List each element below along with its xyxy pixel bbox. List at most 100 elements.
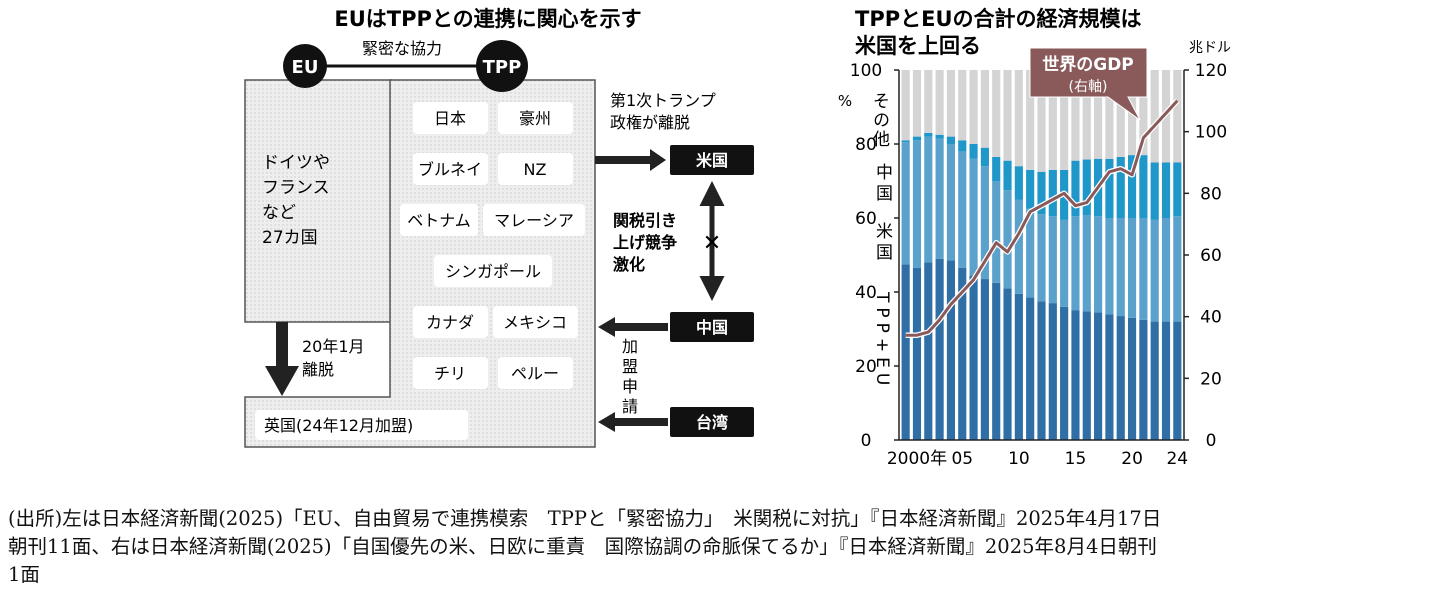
- member-label: NZ: [524, 160, 547, 179]
- bar-segment-series-1: [1150, 219, 1159, 322]
- bar-segment-series-1: [958, 151, 967, 268]
- bar-segment-series-2: [1003, 160, 1012, 191]
- side-label-tpp-eu: TPP+EU: [872, 291, 892, 390]
- bar-segment-series-0: [1003, 288, 1012, 440]
- member-label: ペルー: [511, 364, 559, 383]
- eu-member-line: など: [262, 203, 296, 223]
- bar-segment-series-0: [1014, 293, 1023, 440]
- bar-segment-series-2: [901, 140, 910, 143]
- member-pill: [498, 102, 573, 134]
- bar-segment-series-3: [935, 70, 944, 135]
- gdp-callout: 世界のGDP (右軸): [1029, 47, 1148, 121]
- bar-segment-series-0: [1139, 319, 1148, 440]
- member-label: シンガポール: [445, 262, 541, 281]
- bar-segment-series-0: [992, 282, 1001, 440]
- callout-note: (右軸): [1069, 79, 1108, 95]
- usa-label: 米国: [696, 151, 728, 170]
- bar-segment-series-3: [1026, 70, 1035, 170]
- bar-segment-series-0: [980, 279, 989, 440]
- bar-segment-series-0: [1173, 321, 1182, 440]
- member-label: 日本: [434, 109, 466, 128]
- bar-segment-series-0: [935, 258, 944, 440]
- x-tick-label: 20: [1121, 449, 1143, 469]
- x-tick-label: 24: [1166, 449, 1188, 469]
- bar-segment-series-1: [1082, 215, 1091, 312]
- member-pill: [413, 153, 488, 185]
- member-pill: [498, 357, 573, 389]
- apply-label: 加: [622, 337, 638, 356]
- bar-segment-series-0: [1048, 303, 1057, 440]
- taiwan-badge: [670, 407, 754, 437]
- bar-segment-series-2: [1105, 158, 1114, 218]
- exit-arrow: [595, 149, 666, 171]
- bar-segment-series-0: [1094, 312, 1103, 440]
- bar-segment-series-2: [992, 156, 1001, 181]
- uk-exit-label: 20年1月: [302, 337, 365, 356]
- x-tick-label: 05: [951, 449, 973, 469]
- member-label: ベトナム: [407, 211, 471, 230]
- left-tick-label: 60: [855, 209, 877, 229]
- tariff-note: 激化: [613, 255, 645, 274]
- bar-segment-series-2: [924, 132, 933, 137]
- member-pill: [483, 204, 585, 236]
- gdp-line-path: [905, 99, 1179, 337]
- tariff-note: 上げ競争: [613, 233, 677, 252]
- eu-member-line: ドイツや: [262, 153, 330, 173]
- bar-segment-series-1: [901, 142, 910, 265]
- bar-segment-series-3: [1060, 70, 1069, 170]
- bar-segment-series-3: [1105, 70, 1114, 159]
- bar-segment-series-2: [958, 140, 967, 152]
- x-tick-label: 15: [1065, 449, 1087, 469]
- side-label-china: 中国: [872, 163, 892, 205]
- bar-segment-series-1: [924, 136, 933, 263]
- bar-segment-series-2: [1071, 160, 1080, 217]
- trump-note: 政権が離脱: [610, 113, 690, 132]
- bar-segment-series-0: [1116, 316, 1125, 440]
- member-label: マレーシア: [494, 211, 574, 230]
- callout-bubble: [1029, 47, 1148, 121]
- bar-segment-series-3: [980, 70, 989, 148]
- stacked-bars: [901, 70, 1182, 440]
- source-line: (出所)左は日本経済新聞(2025)「EU、自由貿易で連携模索 TPPと「緊密協…: [8, 507, 1162, 530]
- bar-segment-series-1: [1105, 218, 1114, 315]
- left-unit: %: [838, 92, 852, 110]
- member-pill: [498, 153, 573, 185]
- bar-segment-series-0: [901, 264, 910, 440]
- bar-segment-series-2: [912, 136, 922, 141]
- bar-segment-series-1: [1173, 216, 1182, 322]
- x-tick-label: 10: [1008, 449, 1030, 469]
- china-apply-arrow: [598, 317, 668, 337]
- tpp-circle: [476, 40, 528, 92]
- member-label: メキシコ: [503, 313, 567, 332]
- bar-segment-series-1: [969, 158, 978, 276]
- bar-segment-series-1: [1003, 190, 1012, 289]
- bar-segment-series-1: [1026, 208, 1035, 298]
- bar-segment-series-3: [1150, 70, 1159, 163]
- uk-label: 英国(24年12月加盟): [264, 416, 413, 435]
- bar-segment-series-0: [958, 267, 967, 440]
- callout-title: 世界のGDP: [1042, 55, 1134, 75]
- bar-segment-series-2: [1048, 169, 1057, 217]
- right-tick-label: 0: [1206, 431, 1217, 451]
- bar-segment-series-2: [1139, 155, 1148, 218]
- trump-note: 第1次トランプ: [610, 91, 716, 110]
- right-tick-label: 40: [1200, 308, 1222, 328]
- bar-segment-series-1: [1127, 218, 1137, 318]
- member-label: ブルネイ: [418, 160, 482, 179]
- apply-label: 請: [622, 397, 638, 416]
- source-line: 朝刊11面、右は日本経済新聞(2025)「自国優先の米、日欧に重責 国際協調の命…: [8, 535, 1157, 558]
- bar-segment-series-0: [1105, 314, 1114, 440]
- usa-badge: [670, 145, 754, 175]
- eu-member-line: フランス: [262, 178, 330, 198]
- right-tick-label: 80: [1200, 184, 1222, 204]
- china-badge: [670, 312, 754, 342]
- bar-segment-series-1: [1060, 219, 1069, 307]
- bar-segment-series-3: [969, 70, 978, 144]
- bar-segment-series-0: [1082, 311, 1091, 440]
- bar-segment-series-3: [946, 70, 956, 137]
- right-unit: 兆ドル: [1189, 40, 1231, 56]
- apply-label: 盟: [622, 357, 638, 376]
- bar-segment-series-3: [1094, 70, 1103, 159]
- left-axis: 0 20 40 60 80 100: [850, 61, 900, 451]
- member-pill: [413, 306, 488, 338]
